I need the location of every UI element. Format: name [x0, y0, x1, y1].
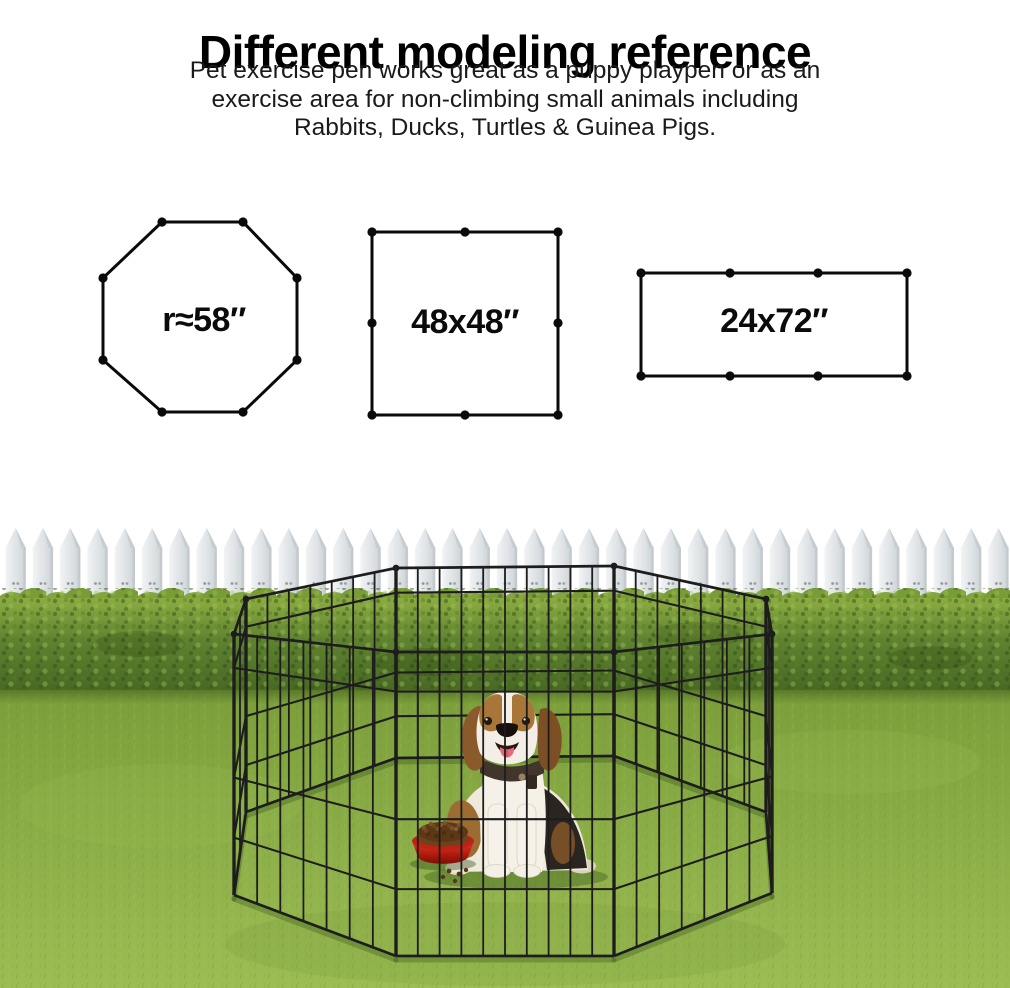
subtitle-line: Pet exercise pen works great as a puppy …: [189, 57, 821, 84]
subtitle-line: exercise area for non-climbing small ani…: [211, 85, 799, 113]
subtitle-line: Rabbits, Ducks, Turtles & Guinea Pigs.: [293, 114, 717, 141]
octagon-joint-dots: [98, 217, 302, 417]
page-title: Different modeling reference: [198, 25, 812, 78]
food-bowl: [410, 820, 476, 884]
modeling-diagrams: [98, 217, 912, 420]
rectangle-joint-dots: [636, 268, 912, 381]
spilled-kibble: [440, 867, 469, 884]
diagram-square: [367, 227, 563, 420]
backyard-photo: [0, 520, 1010, 988]
square-joint-dots: [367, 227, 563, 420]
octagon-size-label: r≈58″: [162, 301, 246, 339]
diagram-octagon: [98, 217, 302, 417]
exercise-pen-front-panels: [230, 630, 776, 958]
subtitle: Pet exercise pen works great as a puppy …: [0, 57, 1010, 143]
diagram-rectangle: [636, 268, 912, 381]
rectangle-size-label: 24x72″: [720, 302, 828, 340]
square-size-label: 48x48″: [411, 303, 519, 341]
